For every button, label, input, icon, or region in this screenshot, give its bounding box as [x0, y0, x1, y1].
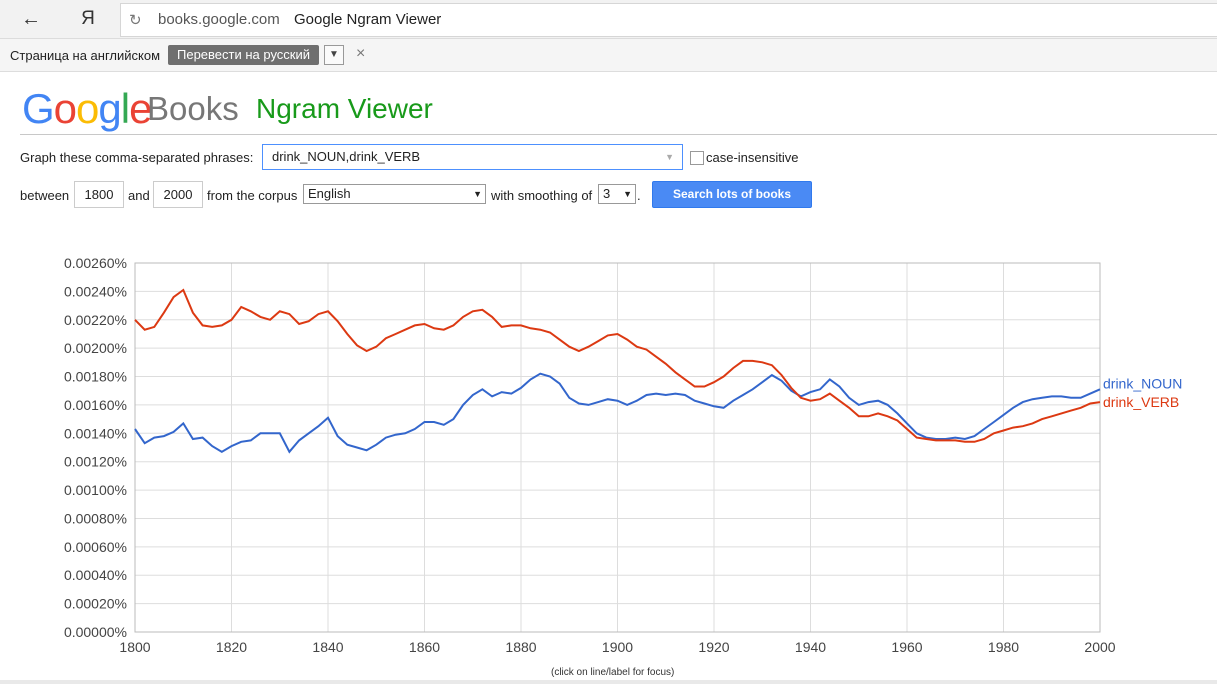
x-tick-label: 1820 [216, 639, 247, 655]
google-logo-letter: l [120, 85, 130, 132]
x-tick-label: 1860 [409, 639, 440, 655]
y-tick-label: 0.00120% [64, 454, 127, 470]
series-line-drink_VERB[interactable] [134, 288, 1101, 443]
series-label-drink_VERB[interactable]: drink_VERB [1103, 394, 1179, 410]
translate-bar: Страница на английском Перевести на русс… [0, 39, 1217, 72]
y-tick-label: 0.00220% [64, 312, 127, 328]
address-bar[interactable]: ↻ books.google.com Google Ngram Viewer [120, 3, 1217, 37]
google-logo-letter: o [53, 85, 77, 132]
series-label-drink_NOUN[interactable]: drink_NOUN [1103, 375, 1182, 391]
address-domain: books.google.com [158, 11, 280, 28]
and-label: and [128, 188, 150, 203]
phrase-input[interactable]: drink_NOUN,drink_VERB ▼ [262, 144, 683, 170]
translate-options-chevron-down-icon[interactable]: ▼ [324, 45, 344, 65]
translate-button[interactable]: Перевести на русский [168, 45, 320, 65]
y-tick-label: 0.00020% [64, 596, 127, 612]
x-tick-label: 1940 [795, 639, 826, 655]
google-logo-letter: o [76, 85, 99, 132]
google-logo[interactable]: Google [22, 84, 152, 134]
translate-close-icon[interactable]: × [356, 45, 366, 62]
y-tick-label: 0.00260% [64, 255, 127, 271]
y-tick-label: 0.00040% [64, 567, 127, 583]
year-start-input[interactable]: 1800 [74, 181, 124, 208]
x-tick-label: 1880 [505, 639, 536, 655]
y-tick-label: 0.00000% [64, 624, 127, 640]
period-label: . [637, 188, 641, 203]
reload-icon[interactable]: ↻ [129, 12, 142, 29]
yandex-logo-icon[interactable]: Я [81, 8, 95, 29]
smoothing-label: with smoothing of [491, 188, 593, 203]
x-tick-label: 1840 [312, 639, 343, 655]
y-tick-label: 0.00060% [64, 539, 127, 555]
corpus-chevron-down-icon: ▼ [473, 189, 482, 199]
books-logo-text[interactable]: Books [147, 90, 239, 127]
x-tick-label: 1900 [602, 639, 633, 655]
y-tick-label: 0.00100% [64, 482, 127, 498]
year-end-input[interactable]: 2000 [153, 181, 203, 208]
smoothing-chevron-down-icon: ▼ [623, 189, 632, 199]
header-divider [20, 134, 1217, 135]
phrase-label: Graph these comma-separated phrases: [20, 150, 254, 165]
y-tick-label: 0.00180% [64, 369, 127, 385]
corpus-label: from the corpus [207, 188, 298, 203]
series-line-drink_NOUN[interactable] [134, 372, 1101, 454]
smoothing-select[interactable]: 3 ▼ [598, 184, 636, 204]
google-logo-letter: e [129, 85, 152, 132]
search-button[interactable]: Search lots of books [652, 181, 812, 208]
x-tick-label: 2000 [1084, 639, 1115, 655]
phrase-input-value: drink_NOUN,drink_VERB [272, 149, 421, 164]
corpus-select-value: English [308, 186, 351, 201]
y-tick-label: 0.00200% [64, 340, 127, 356]
plot-border [134, 262, 1101, 633]
translate-page-language-label: Страница на английском [10, 48, 161, 63]
y-tick-label: 0.00140% [64, 425, 127, 441]
corpus-select[interactable]: English ▼ [303, 184, 486, 204]
address-page-title: Google Ngram Viewer [294, 11, 442, 28]
google-logo-letter: G [22, 85, 55, 132]
phrase-dropdown-icon[interactable]: ▼ [665, 152, 674, 162]
x-tick-label: 1960 [891, 639, 922, 655]
browser-toolbar: ← Я ↻ books.google.com Google Ngram View… [0, 0, 1217, 39]
smoothing-select-value: 3 [603, 186, 611, 201]
case-insensitive-checkbox[interactable] [690, 151, 704, 165]
page-title: Ngram Viewer [256, 93, 433, 124]
google-logo-letter: g [98, 85, 121, 132]
chart-footnote: (click on line/label for focus) [551, 667, 675, 678]
back-arrow-icon[interactable]: ← [21, 8, 41, 30]
y-tick-label: 0.00240% [64, 283, 127, 299]
x-tick-label: 1800 [119, 639, 150, 655]
y-tick-label: 0.00080% [64, 510, 127, 526]
x-tick-label: 1980 [988, 639, 1019, 655]
between-label: between [20, 188, 70, 203]
x-tick-label: 1920 [698, 639, 729, 655]
horizontal-scrollbar[interactable] [0, 680, 1217, 684]
y-tick-label: 0.00160% [64, 397, 127, 413]
case-insensitive-label: case-insensitive [706, 150, 799, 165]
